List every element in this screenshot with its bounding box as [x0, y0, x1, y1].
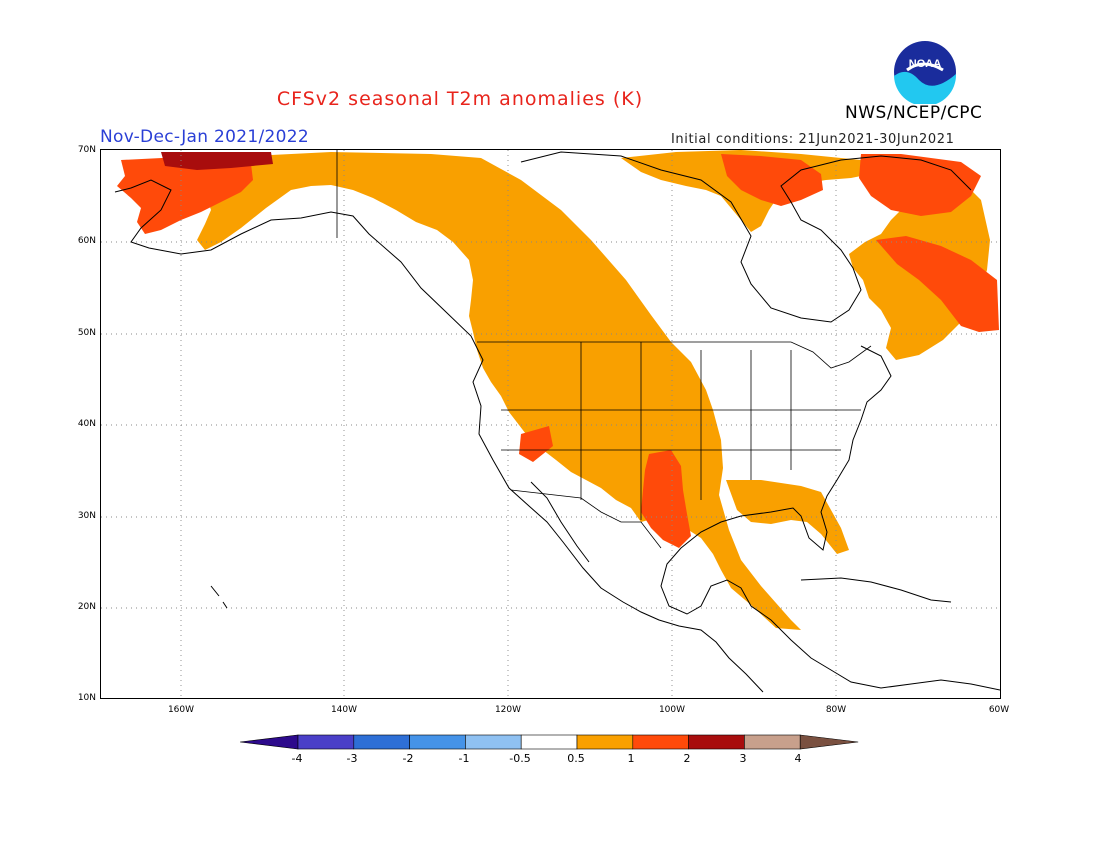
- agency-label: NWS/NCEP/CPC: [845, 103, 983, 123]
- anomaly-red-southwest: [519, 426, 553, 462]
- colorbar-cell: [353, 734, 410, 750]
- anomaly-darkred-alaska: [161, 152, 273, 170]
- initial-conditions: Initial conditions: 21Jun2021-30Jun2021: [671, 132, 955, 147]
- lat-label-50n: 50N: [77, 328, 96, 338]
- colorbar-label: 2: [683, 752, 691, 765]
- lon-label-100w: 100W: [658, 705, 686, 715]
- colorbar-label: -0.5: [509, 752, 531, 765]
- forecast-period: Nov-Dec-Jan 2021/2022: [100, 127, 309, 147]
- anomaly-red-texas: [641, 450, 691, 548]
- colorbar-label: 1: [627, 752, 635, 765]
- lon-label-160w: 160W: [167, 705, 195, 715]
- colorbar-arrow-low: [240, 734, 299, 750]
- colorbar-arrow-high: [799, 734, 859, 750]
- anomaly-red-canada-north: [721, 154, 823, 206]
- lon-label-80w: 80W: [825, 705, 847, 715]
- map-title: CFSv2 seasonal T2m anomalies (K): [276, 88, 644, 110]
- anomaly-orange-southeast: [726, 480, 849, 554]
- lon-label-120w: 120W: [494, 705, 522, 715]
- colorbar-label: 0.5: [567, 752, 585, 765]
- colorbar-label: -2: [402, 752, 414, 765]
- lat-label-70n: 70N: [77, 145, 96, 155]
- map-frame: [100, 149, 1001, 699]
- colorbar-cell: [576, 734, 634, 750]
- colorbar-label: 3: [739, 752, 747, 765]
- colorbar-cell: [465, 734, 522, 750]
- political-boundaries: [336, 150, 872, 549]
- anomaly-orange-east: [621, 150, 990, 360]
- colorbar-label: 4: [794, 752, 802, 765]
- colorbar-cell: [520, 734, 578, 750]
- anomaly-red-alaska: [117, 154, 253, 234]
- lat-label-10n: 10N: [77, 693, 96, 703]
- lon-label-60w: 60W: [988, 705, 1010, 715]
- colorbar-cells: [240, 734, 859, 750]
- lat-label-20n: 20N: [77, 602, 96, 612]
- colorbar-label: -1: [458, 752, 470, 765]
- lat-label-40n: 40N: [77, 419, 96, 429]
- colorbar-label: -3: [346, 752, 358, 765]
- noaa-logo: NOAA: [894, 41, 957, 104]
- colorbar-cell: [297, 734, 355, 750]
- colorbar-cell: [409, 734, 466, 750]
- anomaly-fields: [117, 150, 999, 630]
- colorbar-cell: [632, 734, 689, 750]
- colorbar-cell: [688, 734, 745, 750]
- colorbar: [240, 734, 859, 750]
- lat-label-60n: 60N: [77, 236, 96, 246]
- coastlines: [114, 151, 1000, 693]
- colorbar-cell: [744, 734, 801, 750]
- lon-label-140w: 140W: [330, 705, 358, 715]
- anomaly-red-labrador: [876, 236, 999, 332]
- colorbar-label: -4: [291, 752, 303, 765]
- lat-label-30n: 30N: [77, 511, 96, 521]
- noaa-logo-text: NOAA: [909, 58, 941, 70]
- anomaly-map: [101, 150, 1000, 698]
